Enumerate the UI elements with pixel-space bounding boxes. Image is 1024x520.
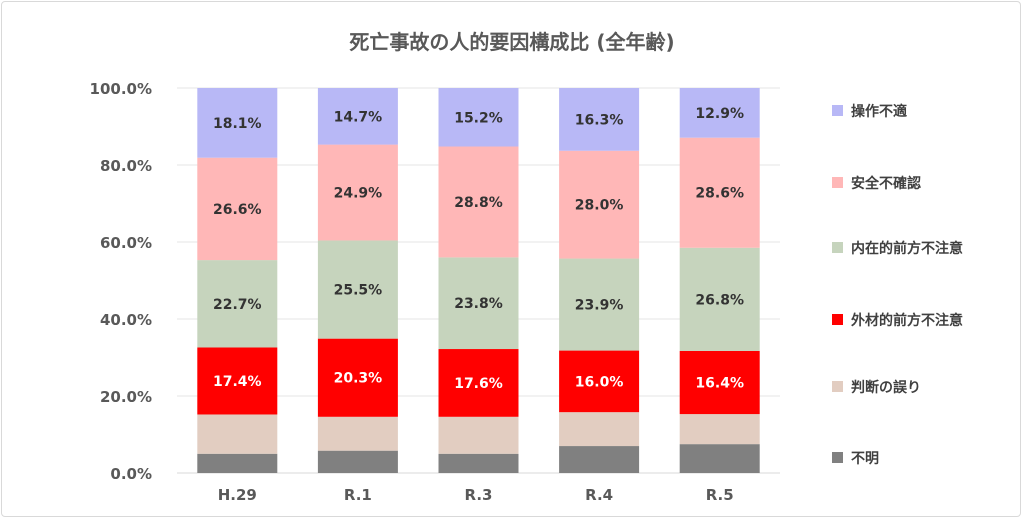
bar-segment <box>317 240 398 339</box>
x-tick-label: R.3 <box>465 486 493 504</box>
data-label: 26.8% <box>695 292 744 308</box>
bar-segment <box>679 247 760 351</box>
y-tick-label: 60.0% <box>100 234 152 252</box>
bar-segment <box>679 414 760 445</box>
bar-segment <box>559 150 640 259</box>
x-tick-label: H.29 <box>218 486 257 504</box>
data-label: 23.8% <box>454 296 503 312</box>
bar-segment <box>197 414 278 454</box>
data-label: 28.0% <box>575 198 624 214</box>
data-label: 23.9% <box>575 298 624 314</box>
data-label: 18.1% <box>213 116 262 132</box>
bar-segment <box>197 260 278 348</box>
data-label: 17.4% <box>213 374 262 390</box>
y-tick-label: 40.0% <box>100 311 152 329</box>
data-label: 17.6% <box>454 376 503 392</box>
bar-segment <box>559 258 640 351</box>
bar-segment <box>679 350 760 415</box>
bar-segment <box>559 350 640 413</box>
bar-segment <box>679 88 760 138</box>
data-label: 16.0% <box>575 374 624 390</box>
data-label: 26.6% <box>213 202 262 218</box>
bar-segment <box>317 450 398 473</box>
data-label: 22.7% <box>213 297 262 313</box>
data-label: 15.2% <box>454 110 503 126</box>
legend-label: 不明 <box>851 451 879 467</box>
bar-segment <box>438 257 519 350</box>
y-tick-label: 20.0% <box>100 388 152 406</box>
legend-swatch <box>832 452 843 463</box>
legend-label: 判断の誤り <box>851 379 921 396</box>
bar-segment <box>197 88 278 158</box>
data-label: 20.3% <box>334 371 383 387</box>
bar-segment <box>197 157 278 261</box>
y-tick-label: 100.0% <box>90 80 152 98</box>
bar-segment <box>197 347 278 415</box>
x-tick-label: R.4 <box>585 486 613 504</box>
data-label: 16.3% <box>575 112 624 128</box>
x-tick-label: R.5 <box>706 486 734 504</box>
bar-segment <box>317 144 398 241</box>
data-label: 12.9% <box>695 106 744 122</box>
bar-segment <box>559 446 640 473</box>
y-tick-label: 0.0% <box>110 465 152 483</box>
data-label: 28.6% <box>695 186 744 202</box>
bar-segment <box>438 88 519 147</box>
chart-title: 死亡事故の人的要因構成比 (全年齢) <box>349 30 674 54</box>
legend-swatch <box>832 381 843 392</box>
data-label: 16.4% <box>695 376 744 392</box>
data-label: 24.9% <box>334 186 383 202</box>
legend-swatch <box>832 314 843 325</box>
bar-segment <box>317 338 398 417</box>
data-label: 28.8% <box>454 195 503 211</box>
bar-segment <box>679 444 760 473</box>
legend-label: 外材的前方不注意 <box>851 312 963 329</box>
legend-swatch <box>832 105 843 116</box>
bar-segment <box>559 412 640 447</box>
y-tick-label: 80.0% <box>100 157 152 175</box>
data-label: 25.5% <box>334 283 383 299</box>
bar-segment <box>317 88 398 145</box>
bar-segment <box>438 146 519 258</box>
legend-label: 内在的前方不注意 <box>851 240 963 257</box>
bar-segment <box>438 349 519 417</box>
legend-swatch <box>832 242 843 253</box>
legend-label: 操作不適 <box>851 103 907 120</box>
bar-segment <box>679 137 760 248</box>
bar-segment <box>317 416 398 451</box>
bar-segment <box>559 88 640 151</box>
bar-segment <box>438 453 519 473</box>
legend-swatch <box>832 177 843 188</box>
legend-label: 安全不確認 <box>851 175 921 192</box>
bar-segment <box>197 453 278 473</box>
data-label: 14.7% <box>334 109 383 125</box>
bar-segment <box>438 416 519 454</box>
x-tick-label: R.1 <box>344 486 372 504</box>
